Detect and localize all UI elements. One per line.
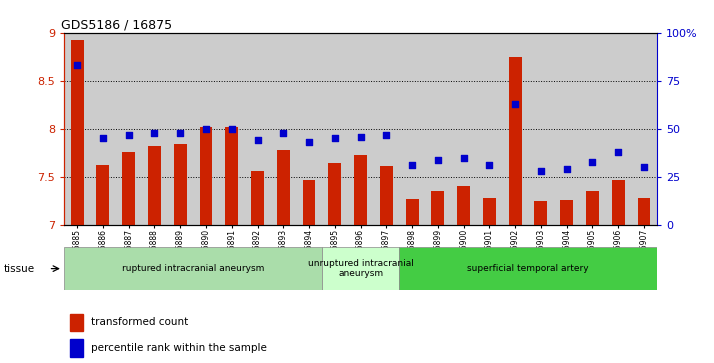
Bar <box>502 33 528 225</box>
Bar <box>451 33 476 225</box>
Bar <box>431 191 444 225</box>
Bar <box>251 171 264 225</box>
Bar <box>425 33 451 225</box>
Bar <box>271 33 296 225</box>
Bar <box>322 33 348 225</box>
Bar <box>373 33 399 225</box>
Bar <box>586 191 599 225</box>
Bar <box>71 40 84 225</box>
Text: ruptured intracranial aneurysm: ruptured intracranial aneurysm <box>122 264 264 273</box>
Text: GDS5186 / 16875: GDS5186 / 16875 <box>61 19 172 32</box>
Bar <box>631 33 657 225</box>
Point <box>329 136 341 142</box>
Bar <box>535 201 548 225</box>
Bar <box>193 33 219 225</box>
Bar <box>406 199 418 225</box>
Point <box>123 132 134 138</box>
Point <box>174 130 186 136</box>
Bar <box>348 33 373 225</box>
Bar <box>354 155 367 225</box>
Bar <box>560 200 573 225</box>
Point <box>278 130 289 136</box>
Bar <box>90 33 116 225</box>
Point <box>561 166 573 172</box>
Bar <box>476 33 502 225</box>
Bar <box>245 33 271 225</box>
Point <box>381 132 392 138</box>
Bar <box>328 163 341 225</box>
Point <box>149 130 160 136</box>
Text: superficial temporal artery: superficial temporal artery <box>467 264 589 273</box>
Bar <box>174 144 186 225</box>
Point <box>638 164 650 170</box>
Text: tissue: tissue <box>4 264 35 274</box>
Point <box>226 126 238 132</box>
Bar <box>508 57 522 225</box>
Bar <box>612 180 625 225</box>
Bar <box>296 33 322 225</box>
Bar <box>605 33 631 225</box>
Bar <box>380 166 393 225</box>
Text: unruptured intracranial
aneurysm: unruptured intracranial aneurysm <box>308 259 413 278</box>
Point <box>613 149 624 155</box>
Bar <box>70 314 84 331</box>
Point <box>355 134 366 139</box>
Point <box>303 139 315 145</box>
Bar <box>167 33 193 225</box>
Point <box>432 157 443 163</box>
Bar <box>303 180 316 225</box>
Bar <box>322 247 399 290</box>
Bar <box>70 339 84 357</box>
Bar <box>399 33 425 225</box>
Point <box>252 138 263 143</box>
Bar <box>580 33 605 225</box>
Bar <box>122 152 135 225</box>
Point <box>458 155 469 160</box>
Bar <box>399 247 657 290</box>
Point <box>200 126 211 132</box>
Bar <box>528 33 554 225</box>
Bar <box>116 33 141 225</box>
Point <box>510 101 521 107</box>
Bar <box>141 33 167 225</box>
Point <box>536 168 547 174</box>
Point <box>97 136 109 142</box>
Text: transformed count: transformed count <box>91 317 188 327</box>
Bar <box>483 198 496 225</box>
Bar <box>64 33 90 225</box>
Point <box>587 159 598 164</box>
Bar <box>457 185 470 225</box>
Bar <box>148 146 161 225</box>
Point <box>406 163 418 168</box>
Bar <box>219 33 245 225</box>
Bar <box>277 150 290 225</box>
Bar <box>554 33 580 225</box>
Bar <box>226 127 238 225</box>
Bar <box>64 247 322 290</box>
Bar <box>199 127 213 225</box>
Bar <box>96 166 109 225</box>
Text: percentile rank within the sample: percentile rank within the sample <box>91 343 267 353</box>
Point <box>71 62 83 68</box>
Bar <box>638 198 650 225</box>
Point <box>483 163 495 168</box>
